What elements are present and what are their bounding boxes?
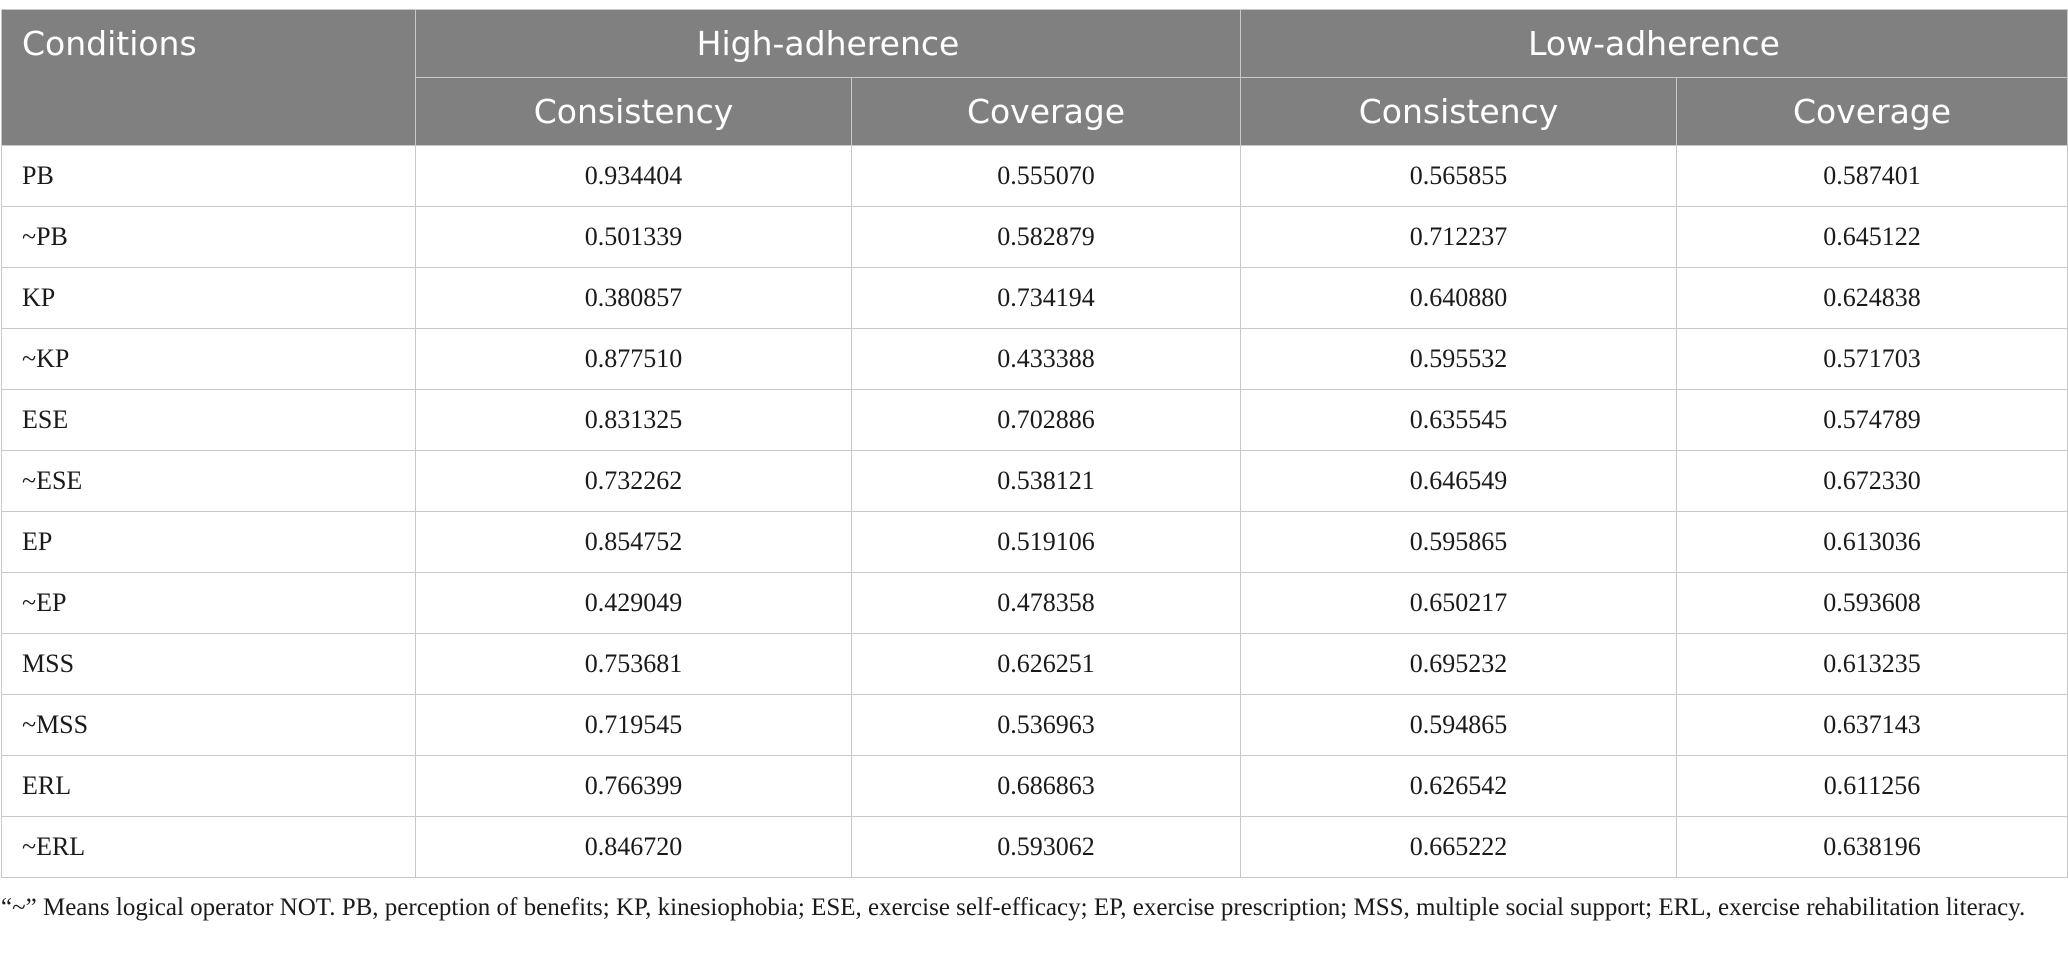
value-cell: 0.595532 xyxy=(1240,328,1677,390)
value-cell: 0.637143 xyxy=(1675,694,2068,756)
table-row: MSS 0.753681 0.626251 0.695232 0.613235 xyxy=(1,633,2068,695)
table-row: ~ESE 0.732262 0.538121 0.646549 0.672330 xyxy=(1,450,2068,512)
table-footnote: “~” Means logical operator NOT. PB, perc… xyxy=(1,894,2026,921)
low-consistency-header: Consistency xyxy=(1240,77,1677,146)
condition-cell: ~MSS xyxy=(1,694,416,756)
high-consistency-header: Consistency xyxy=(415,77,852,146)
value-cell: 0.846720 xyxy=(415,816,852,878)
table-row: ESE 0.831325 0.702886 0.635545 0.574789 xyxy=(1,389,2068,451)
value-cell: 0.712237 xyxy=(1240,206,1677,268)
value-cell: 0.429049 xyxy=(415,572,852,634)
condition-cell: PB xyxy=(1,145,416,207)
value-cell: 0.594865 xyxy=(1240,694,1677,756)
value-cell: 0.640880 xyxy=(1240,267,1677,329)
table-row: PB 0.934404 0.555070 0.565855 0.587401 xyxy=(1,145,2068,207)
value-cell: 0.645122 xyxy=(1675,206,2068,268)
value-cell: 0.719545 xyxy=(415,694,852,756)
value-cell: 0.478358 xyxy=(851,572,1241,634)
value-cell: 0.611256 xyxy=(1675,755,2068,817)
value-cell: 0.854752 xyxy=(415,511,852,573)
condition-cell: ~KP xyxy=(1,328,416,390)
value-cell: 0.766399 xyxy=(415,755,852,817)
value-cell: 0.536963 xyxy=(851,694,1241,756)
value-cell: 0.624838 xyxy=(1675,267,2068,329)
condition-cell: ERL xyxy=(1,755,416,817)
table-row: ~MSS 0.719545 0.536963 0.594865 0.637143 xyxy=(1,694,2068,756)
high-adherence-header: High-adherence xyxy=(415,9,1241,78)
table-row: ERL 0.766399 0.686863 0.626542 0.611256 xyxy=(1,755,2068,817)
value-cell: 0.831325 xyxy=(415,389,852,451)
value-cell: 0.646549 xyxy=(1240,450,1677,512)
value-cell: 0.595865 xyxy=(1240,511,1677,573)
table-row: ~PB 0.501339 0.582879 0.712237 0.645122 xyxy=(1,206,2068,268)
value-cell: 0.582879 xyxy=(851,206,1241,268)
value-cell: 0.571703 xyxy=(1675,328,2068,390)
value-cell: 0.593608 xyxy=(1675,572,2068,634)
table-row: KP 0.380857 0.734194 0.640880 0.624838 xyxy=(1,267,2068,329)
value-cell: 0.877510 xyxy=(415,328,852,390)
conditions-header: Conditions xyxy=(1,9,416,146)
value-cell: 0.695232 xyxy=(1240,633,1677,695)
value-cell: 0.702886 xyxy=(851,389,1241,451)
value-cell: 0.555070 xyxy=(851,145,1241,207)
value-cell: 0.380857 xyxy=(415,267,852,329)
value-cell: 0.613235 xyxy=(1675,633,2068,695)
table-row: ~EP 0.429049 0.478358 0.650217 0.593608 xyxy=(1,572,2068,634)
value-cell: 0.538121 xyxy=(851,450,1241,512)
table-row: EP 0.854752 0.519106 0.595865 0.613036 xyxy=(1,511,2068,573)
results-table-container: Conditions High-adherence Low-adherence … xyxy=(1,9,2068,878)
value-cell: 0.574789 xyxy=(1675,389,2068,451)
value-cell: 0.650217 xyxy=(1240,572,1677,634)
table-row: ~ERL 0.846720 0.593062 0.665222 0.638196 xyxy=(1,816,2068,878)
value-cell: 0.593062 xyxy=(851,816,1241,878)
condition-cell: KP xyxy=(1,267,416,329)
condition-cell: MSS xyxy=(1,633,416,695)
value-cell: 0.587401 xyxy=(1675,145,2068,207)
value-cell: 0.665222 xyxy=(1240,816,1677,878)
value-cell: 0.934404 xyxy=(415,145,852,207)
value-cell: 0.732262 xyxy=(415,450,852,512)
condition-cell: ~PB xyxy=(1,206,416,268)
condition-cell: ~ESE xyxy=(1,450,416,512)
table-row: ~KP 0.877510 0.433388 0.595532 0.571703 xyxy=(1,328,2068,390)
results-table: Conditions High-adherence Low-adherence … xyxy=(1,9,2068,878)
value-cell: 0.635545 xyxy=(1240,389,1677,451)
table-header: Conditions High-adherence Low-adherence … xyxy=(1,9,2068,146)
value-cell: 0.613036 xyxy=(1675,511,2068,573)
value-cell: 0.565855 xyxy=(1240,145,1677,207)
value-cell: 0.734194 xyxy=(851,267,1241,329)
value-cell: 0.672330 xyxy=(1675,450,2068,512)
condition-cell: ~EP xyxy=(1,572,416,634)
value-cell: 0.433388 xyxy=(851,328,1241,390)
condition-cell: EP xyxy=(1,511,416,573)
condition-cell: ESE xyxy=(1,389,416,451)
value-cell: 0.753681 xyxy=(415,633,852,695)
value-cell: 0.626251 xyxy=(851,633,1241,695)
value-cell: 0.626542 xyxy=(1240,755,1677,817)
value-cell: 0.638196 xyxy=(1675,816,2068,878)
value-cell: 0.686863 xyxy=(851,755,1241,817)
value-cell: 0.501339 xyxy=(415,206,852,268)
table-body: PB 0.934404 0.555070 0.565855 0.587401 ~… xyxy=(1,145,2068,878)
high-coverage-header: Coverage xyxy=(851,77,1241,146)
value-cell: 0.519106 xyxy=(851,511,1241,573)
condition-cell: ~ERL xyxy=(1,816,416,878)
low-adherence-header: Low-adherence xyxy=(1239,9,2068,78)
low-coverage-header: Coverage xyxy=(1675,77,2068,146)
